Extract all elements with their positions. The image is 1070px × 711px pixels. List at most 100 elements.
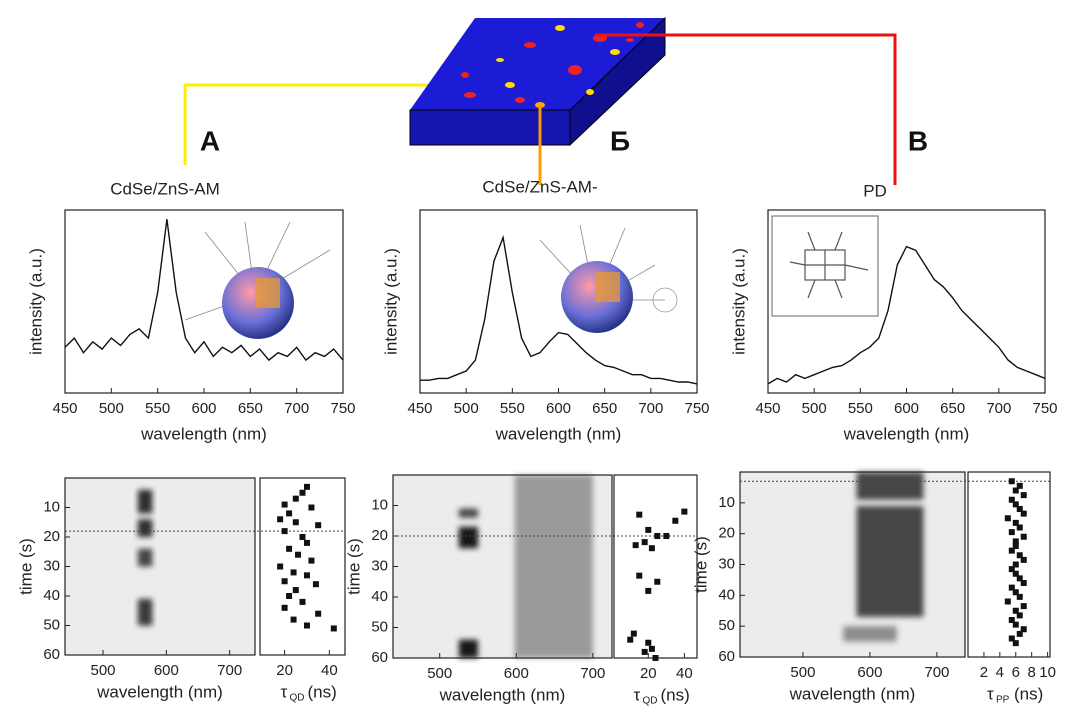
- scatter-point: [1012, 519, 1019, 526]
- scatter-point: [299, 489, 306, 496]
- plot-frame: [613, 474, 698, 659]
- x-axis-label-unit: (ns): [308, 682, 337, 701]
- y-tick-label: 10: [371, 496, 388, 513]
- intensity-region: [458, 526, 478, 549]
- scatter-point: [277, 516, 284, 523]
- scatter-point: [652, 655, 659, 661]
- scatter-point: [648, 545, 655, 552]
- scatter-point: [1020, 510, 1027, 517]
- x-tick-label: 750: [330, 400, 355, 417]
- scatter-point: [299, 598, 306, 605]
- x-tick-label: 600: [894, 400, 919, 417]
- intensity-region: [856, 472, 924, 500]
- x-tick-label: 10: [1039, 664, 1056, 681]
- x-tick-label: 20: [640, 665, 657, 682]
- scatter-point: [636, 511, 643, 518]
- scatter-point: [1008, 617, 1015, 623]
- y-axis-label: time (s): [16, 538, 35, 595]
- x-tick-label: 500: [802, 400, 827, 417]
- spectrum-line: [767, 245, 1046, 385]
- scatter-point: [292, 587, 299, 594]
- x-tick-label: 500: [790, 664, 815, 681]
- nanocrystal-b: [539, 224, 678, 333]
- x-axis-label-unit: (ns): [1014, 684, 1043, 703]
- spectrum-line: [64, 219, 344, 362]
- scatter-point: [1020, 580, 1027, 586]
- scatter-point: [663, 533, 670, 539]
- scatter-point: [1020, 626, 1027, 633]
- x-tick-label: 650: [238, 400, 263, 417]
- substrate-spots: [461, 22, 644, 108]
- scatter-point: [312, 581, 319, 588]
- scatter-point: [1004, 598, 1011, 605]
- scatter-point: [1012, 561, 1019, 568]
- scatter-point: [1016, 593, 1023, 600]
- scatter-point: [299, 534, 306, 540]
- y-axis-label: intensity (a.u.): [729, 248, 748, 355]
- scatter-point: [281, 528, 288, 535]
- x-tick-label: 600: [154, 662, 179, 679]
- y-axis-label: intensity (a.u.): [381, 248, 400, 355]
- scatter-point: [315, 610, 322, 617]
- y-tick-label: 40: [43, 587, 60, 604]
- y-tick-label: 20: [718, 525, 735, 542]
- scatter-point: [1016, 575, 1023, 582]
- x-axis-label: wavelength (nm): [495, 424, 622, 443]
- x-tick-label: 500: [99, 400, 124, 417]
- x-tick-label: 550: [848, 400, 873, 417]
- x-tick-label: 700: [638, 400, 663, 417]
- y-tick-label: 40: [718, 586, 735, 603]
- x-axis-label: τ: [987, 684, 994, 703]
- panel-letter: Б: [610, 125, 630, 156]
- scatter-point: [286, 545, 293, 552]
- scatter-point: [1012, 589, 1019, 596]
- intensity-region: [137, 598, 153, 626]
- x-tick-label: 40: [676, 665, 693, 682]
- scatter-point: [1012, 570, 1019, 577]
- y-axis-label: time (s): [344, 538, 363, 595]
- scatter-point: [281, 578, 288, 585]
- x-axis-label: wavelength (nm): [439, 685, 566, 704]
- x-axis-label: τ: [281, 682, 288, 701]
- x-tick-label: 600: [191, 400, 216, 417]
- heatmap-background: [65, 478, 255, 655]
- x-axis-label-sub: QD: [643, 696, 658, 707]
- heatmap-regions: [843, 472, 924, 642]
- scatter-point: [290, 569, 297, 576]
- x-tick-label: 20: [276, 662, 293, 679]
- x-tick-label: 500: [90, 662, 115, 679]
- scatter-point: [303, 539, 310, 546]
- y-tick-label: 50: [43, 616, 60, 633]
- plot-frame: [419, 209, 698, 394]
- x-axis-label-unit: (ns): [661, 685, 690, 704]
- scatter-point: [1008, 635, 1015, 642]
- y-tick-label: 40: [371, 588, 388, 605]
- scatter-point: [1008, 547, 1015, 554]
- x-axis-label: wavelength (nm): [789, 684, 916, 703]
- scatter-point: [641, 539, 648, 546]
- x-tick-label: 40: [321, 662, 338, 679]
- scatter-point: [292, 519, 299, 526]
- substrate-side: [569, 16, 666, 147]
- panel-title: CdSe/ZnS-AM: [110, 179, 220, 198]
- panel-title: PD: [863, 181, 887, 200]
- x-tick-label: 650: [940, 400, 965, 417]
- molecule-inset: [771, 215, 879, 317]
- scatter-point: [1012, 487, 1019, 494]
- x-tick-label: 750: [1032, 400, 1057, 417]
- scatter-point: [641, 648, 648, 655]
- x-tick-label: 650: [592, 400, 617, 417]
- scatter-point: [654, 533, 661, 539]
- scatter-point: [1016, 630, 1023, 637]
- scatter-point: [308, 504, 315, 511]
- scatter-point: [330, 625, 337, 632]
- scatter-point: [654, 578, 661, 585]
- intensity-region: [514, 475, 593, 658]
- intensity-region: [137, 548, 153, 567]
- scatter-point: [295, 551, 302, 558]
- heatmap-regions: [137, 489, 153, 626]
- scatter-point: [290, 616, 297, 623]
- connector-a: [183, 83, 505, 165]
- scatter-point: [303, 572, 310, 579]
- intensity-region: [856, 505, 924, 617]
